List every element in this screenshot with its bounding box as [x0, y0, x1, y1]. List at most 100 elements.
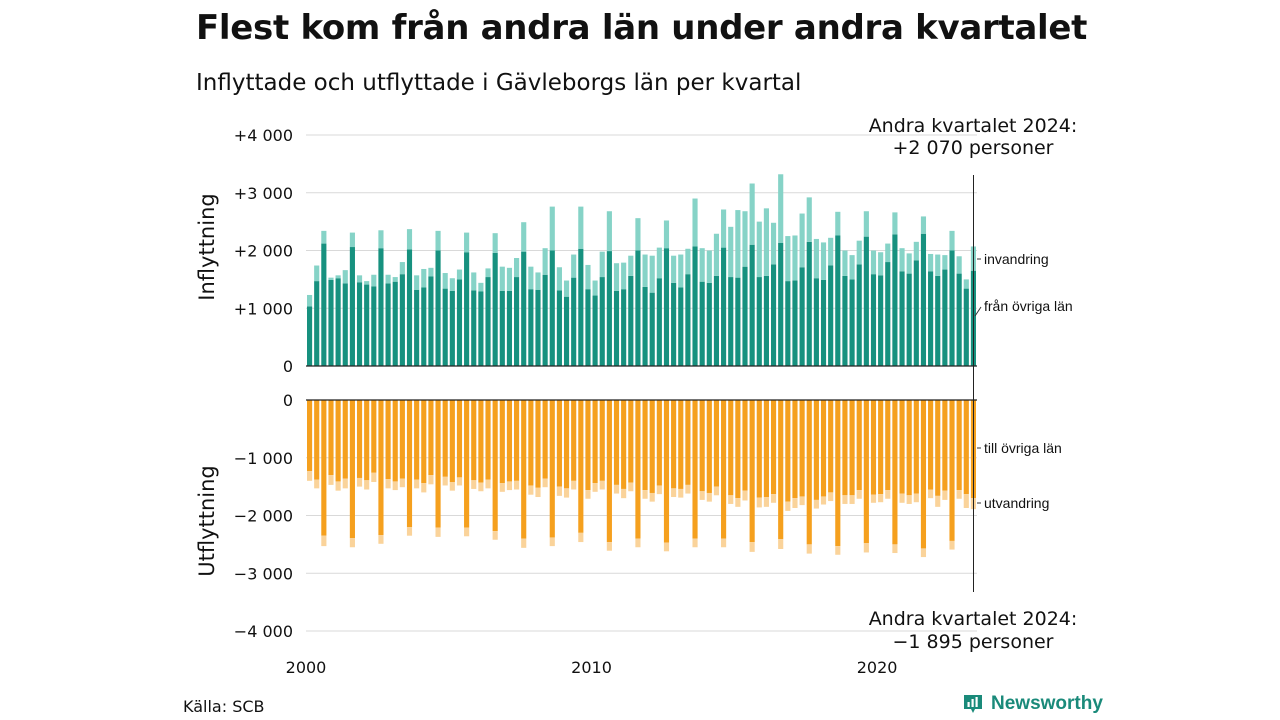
- bar-invandring: [599, 251, 605, 278]
- y-axis-title-top: Inflyttning: [195, 193, 219, 300]
- y-axis-title-bottom: Utflyttning: [195, 465, 219, 577]
- bar-utvandring: [506, 481, 513, 491]
- bar-invandring: [671, 255, 677, 283]
- bar-invandring: [335, 275, 341, 279]
- bar-invandring: [371, 274, 377, 287]
- bar-fran-ovriga-lan: [799, 267, 805, 366]
- bar-till-ovriga-lan: [621, 400, 627, 489]
- bar-till-ovriga-lan: [713, 400, 720, 487]
- bar-till-ovriga-lan: [528, 400, 534, 486]
- bar-till-ovriga-lan: [349, 400, 355, 539]
- bar-till-ovriga-lan: [699, 400, 705, 492]
- bar-till-ovriga-lan: [813, 400, 819, 500]
- bar-invandring: [613, 263, 620, 291]
- bar-invandring: [642, 254, 648, 287]
- bar-till-ovriga-lan: [421, 400, 427, 484]
- bar-till-ovriga-lan: [835, 400, 841, 547]
- bar-utvandring: [571, 480, 577, 490]
- bar-fran-ovriga-lan: [770, 264, 777, 366]
- bar-invandring: [471, 272, 477, 291]
- bar-fran-ovriga-lan: [885, 262, 891, 366]
- bar-invandring: [499, 266, 505, 291]
- bar-fran-ovriga-lan: [406, 249, 413, 366]
- bar-till-ovriga-lan: [499, 400, 505, 484]
- bar-invandring: [399, 262, 405, 275]
- bar-fran-ovriga-lan: [492, 252, 498, 366]
- bar-till-ovriga-lan: [435, 400, 441, 528]
- bar-till-ovriga-lan: [763, 400, 769, 498]
- bar-invandring: [842, 250, 848, 276]
- bar-invandring: [906, 253, 912, 274]
- bar-utvandring: [406, 527, 413, 536]
- bar-utvandring: [335, 481, 341, 491]
- bar-utvandring: [885, 490, 891, 499]
- bar-fran-ovriga-lan: [485, 277, 491, 366]
- bar-utvandring: [471, 480, 477, 489]
- bar-fran-ovriga-lan: [342, 283, 348, 366]
- bar-utvandring: [449, 482, 455, 491]
- bar-invandring: [585, 264, 591, 290]
- bar-utvandring: [585, 490, 591, 499]
- bar-utvandring: [371, 472, 377, 483]
- bar-invandring: [628, 255, 634, 276]
- bar-till-ovriga-lan: [649, 400, 655, 493]
- bar-till-ovriga-lan: [742, 400, 748, 491]
- bar-utvandring: [785, 501, 791, 511]
- bar-utvandring: [935, 495, 941, 507]
- bar-invandring: [449, 278, 455, 291]
- bar-fran-ovriga-lan: [928, 271, 934, 366]
- bar-till-ovriga-lan: [756, 400, 762, 498]
- bar-utvandring: [728, 495, 734, 504]
- bar-till-ovriga-lan: [563, 400, 570, 489]
- newsworthy-logo-icon: [964, 695, 982, 713]
- bar-invandring: [728, 226, 734, 278]
- bar-utvandring: [735, 498, 741, 507]
- bar-utvandring: [799, 496, 805, 506]
- bar-invandring: [721, 209, 727, 248]
- bar-utvandring: [542, 478, 548, 488]
- bar-till-ovriga-lan: [599, 400, 605, 481]
- bar-invandring: [349, 232, 355, 248]
- bar-fran-ovriga-lan: [385, 283, 391, 366]
- bar-fran-ovriga-lan: [856, 264, 862, 366]
- bar-fran-ovriga-lan: [742, 266, 748, 366]
- bar-till-ovriga-lan: [792, 400, 798, 499]
- bar-invandring: [406, 229, 413, 250]
- bar-utvandring: [321, 535, 327, 547]
- bar-fran-ovriga-lan: [906, 273, 912, 366]
- y-tick-label: 0: [283, 357, 293, 376]
- bar-invandring: [492, 233, 498, 253]
- bar-till-ovriga-lan: [514, 400, 520, 481]
- bar-till-ovriga-lan: [306, 400, 313, 472]
- bar-till-ovriga-lan: [399, 400, 405, 479]
- bar-invandring: [328, 277, 334, 280]
- bar-utvandring: [856, 490, 862, 499]
- bar-invandring: [813, 238, 819, 279]
- bar-fran-ovriga-lan: [878, 275, 884, 366]
- bar-invandring: [385, 274, 391, 284]
- bar-fran-ovriga-lan: [735, 277, 741, 366]
- bar-utvandring: [842, 495, 848, 504]
- bar-fran-ovriga-lan: [870, 274, 877, 366]
- bar-invandring: [863, 211, 869, 237]
- series-labels: invandring från övriga län till övriga län…: [974, 251, 1073, 511]
- bar-till-ovriga-lan: [456, 400, 463, 478]
- bar-fran-ovriga-lan: [328, 279, 334, 366]
- bar-utvandring: [535, 487, 541, 498]
- bar-till-ovriga-lan: [371, 400, 377, 473]
- series-label-fran-ovriga-lan: från övriga län: [984, 298, 1073, 314]
- bar-invandring: [578, 206, 584, 249]
- bar-fran-ovriga-lan: [549, 250, 555, 366]
- bar-invandring: [528, 266, 534, 290]
- bar-fran-ovriga-lan: [335, 278, 341, 366]
- bar-invandring: [856, 240, 862, 265]
- bar-till-ovriga-lan: [335, 400, 341, 482]
- bar-utvandring: [906, 495, 912, 504]
- bar-utvandring: [563, 488, 570, 498]
- bar-fran-ovriga-lan: [599, 277, 605, 366]
- bar-fran-ovriga-lan: [592, 295, 598, 366]
- bar-till-ovriga-lan: [678, 400, 684, 489]
- bar-utvandring: [642, 490, 648, 499]
- bar-till-ovriga-lan: [849, 400, 855, 496]
- bar-utvandring: [942, 490, 948, 500]
